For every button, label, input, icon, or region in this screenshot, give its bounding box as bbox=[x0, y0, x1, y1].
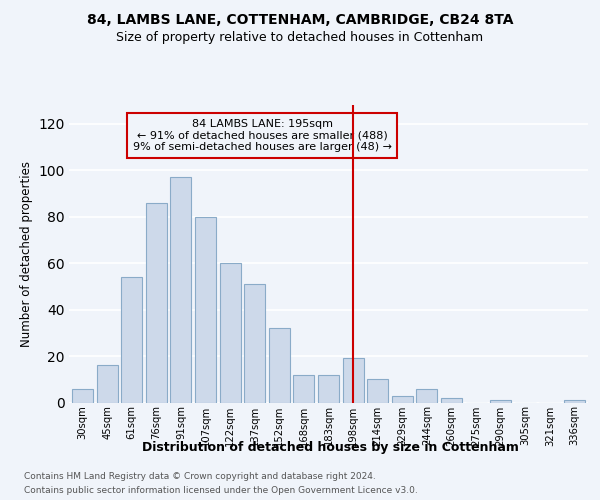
Text: Distribution of detached houses by size in Cottenham: Distribution of detached houses by size … bbox=[142, 441, 518, 454]
Bar bbox=[343, 358, 364, 403]
Bar bbox=[318, 374, 339, 402]
Bar bbox=[293, 374, 314, 402]
Bar bbox=[146, 202, 167, 402]
Bar bbox=[220, 263, 241, 402]
Text: Contains HM Land Registry data © Crown copyright and database right 2024.: Contains HM Land Registry data © Crown c… bbox=[24, 472, 376, 481]
Bar bbox=[392, 396, 413, 402]
Bar bbox=[564, 400, 585, 402]
Bar bbox=[121, 277, 142, 402]
Bar bbox=[72, 388, 93, 402]
Text: Size of property relative to detached houses in Cottenham: Size of property relative to detached ho… bbox=[116, 31, 484, 44]
Bar bbox=[490, 400, 511, 402]
Bar bbox=[244, 284, 265, 403]
Bar bbox=[195, 216, 216, 402]
Bar bbox=[170, 177, 191, 402]
Text: Contains public sector information licensed under the Open Government Licence v3: Contains public sector information licen… bbox=[24, 486, 418, 495]
Y-axis label: Number of detached properties: Number of detached properties bbox=[20, 161, 33, 347]
Bar bbox=[441, 398, 462, 402]
Text: 84 LAMBS LANE: 195sqm
← 91% of detached houses are smaller (488)
9% of semi-deta: 84 LAMBS LANE: 195sqm ← 91% of detached … bbox=[133, 119, 392, 152]
Text: 84, LAMBS LANE, COTTENHAM, CAMBRIDGE, CB24 8TA: 84, LAMBS LANE, COTTENHAM, CAMBRIDGE, CB… bbox=[87, 12, 513, 26]
Bar bbox=[367, 380, 388, 402]
Bar bbox=[416, 388, 437, 402]
Bar bbox=[97, 366, 118, 403]
Bar bbox=[269, 328, 290, 402]
